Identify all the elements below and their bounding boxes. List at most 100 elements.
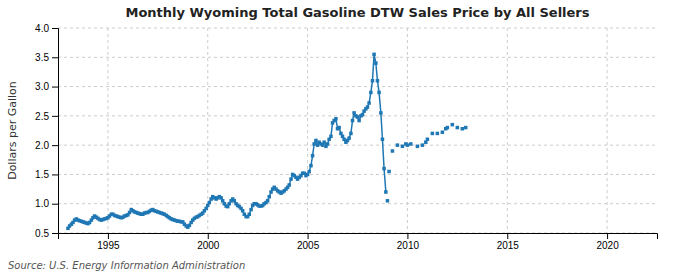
y-axis: 0.5 1.0 1.5 2.0 2.5 3.0 3.5 4.0	[35, 23, 58, 239]
marker	[409, 142, 413, 146]
marker	[314, 139, 318, 143]
marker	[384, 190, 388, 194]
marker	[356, 115, 360, 119]
y-tick: 1.5	[35, 169, 58, 180]
marker	[461, 127, 465, 131]
marker	[266, 199, 270, 203]
marker	[406, 143, 410, 147]
y-axis-line	[52, 29, 59, 234]
x-tick-label: 2020	[596, 240, 619, 251]
marker	[351, 119, 355, 123]
x-tick-label: 2005	[297, 240, 320, 251]
y-tick-mark	[52, 87, 58, 88]
x-tick-mark	[407, 233, 408, 239]
x-tick: 2020	[596, 233, 619, 251]
x-tick-mark	[607, 233, 608, 239]
y-tick-mark	[52, 116, 58, 117]
y-tick: 3.0	[35, 81, 58, 92]
marker	[416, 145, 420, 149]
y-tick-label: 1.0	[35, 198, 49, 209]
chart: 1995 2000 2005 2010 2015 2020 0.5 1.0 1.5 2.0 2.5 3…	[0, 0, 675, 275]
y-tick: 2.0	[35, 140, 58, 151]
marker	[456, 126, 460, 130]
marker	[267, 195, 271, 199]
marker	[334, 117, 338, 121]
grid-line-y	[58, 145, 657, 146]
marker	[372, 53, 376, 57]
marker	[307, 170, 311, 174]
marker	[431, 132, 435, 136]
y-tick-label: 0.5	[35, 228, 49, 239]
line	[68, 54, 386, 228]
marker	[387, 170, 391, 174]
y-tick-mark	[52, 145, 58, 146]
marker	[426, 138, 430, 142]
x-tick-mark	[208, 233, 209, 239]
marker	[349, 132, 353, 136]
x-tick: 2000	[197, 233, 220, 251]
marker	[464, 126, 468, 130]
annotation: Source: U.S. Energy Information Administ…	[8, 260, 245, 271]
marker	[379, 111, 383, 115]
y-tick-mark	[52, 57, 58, 58]
marker	[376, 79, 380, 83]
x-tick-label: 2000	[197, 240, 220, 251]
marker	[369, 91, 373, 95]
x-tick-label: 2010	[397, 240, 420, 251]
grid-line-x	[607, 28, 608, 233]
marker	[287, 183, 291, 187]
marker	[401, 145, 405, 149]
y-tick: 0.5	[35, 228, 58, 239]
marker	[208, 201, 212, 205]
x-tick: 2010	[397, 233, 420, 251]
marker	[374, 61, 378, 64]
y-tick-label: 4.0	[35, 23, 49, 34]
marker	[312, 142, 316, 146]
marker	[309, 164, 313, 168]
x-axis-line	[59, 234, 658, 240]
y-tick: 2.5	[35, 111, 58, 122]
plot: 1995 2000 2005 2010 2015 2020 0.5 1.0 1.5 2.0 2.5 3…	[6, 23, 658, 251]
marker	[311, 154, 315, 158]
y-tick-mark	[52, 233, 58, 234]
y-tick-label: 1.5	[35, 169, 49, 180]
grid-line-x	[307, 28, 308, 233]
grid-line-x	[407, 28, 408, 233]
x-tick-mark	[507, 233, 508, 239]
marker	[249, 208, 253, 212]
x-tick: 2015	[497, 233, 520, 251]
marker	[366, 105, 370, 109]
grid-line-y	[58, 174, 657, 175]
y-tick-mark	[52, 204, 58, 205]
x-tick: 2005	[297, 233, 320, 251]
marker	[241, 209, 245, 213]
x-tick-mark	[308, 233, 309, 239]
grid-line-y	[58, 203, 657, 204]
y-tick-label: 2.5	[35, 111, 49, 122]
y-tick: 3.5	[35, 52, 58, 63]
marker	[386, 199, 390, 203]
x-tick-label: 2015	[497, 240, 520, 251]
marker	[361, 113, 365, 117]
y-tick-label: 2.0	[35, 140, 49, 151]
marker	[382, 167, 386, 171]
marker	[421, 143, 425, 147]
marker	[446, 126, 450, 130]
x-tick-mark	[108, 233, 109, 239]
marker	[381, 138, 385, 142]
marker	[337, 126, 341, 130]
x-tick-label: 1995	[97, 240, 120, 251]
data-area	[66, 53, 467, 230]
grid-line-x	[507, 28, 508, 233]
title: Monthly Wyoming Total Gasoline DTW Sales…	[125, 5, 589, 20]
y-tick: 1.0	[35, 198, 58, 209]
marker	[391, 149, 395, 153]
y-tick-label: 3.5	[35, 52, 49, 63]
marker	[371, 79, 375, 83]
grid-line-y	[58, 57, 657, 58]
marker	[377, 91, 381, 95]
y-tick-mark	[52, 28, 58, 29]
marker	[289, 177, 293, 181]
y-axis-title: Dollars per Gallon	[6, 81, 19, 180]
grid-line-x	[107, 28, 108, 233]
